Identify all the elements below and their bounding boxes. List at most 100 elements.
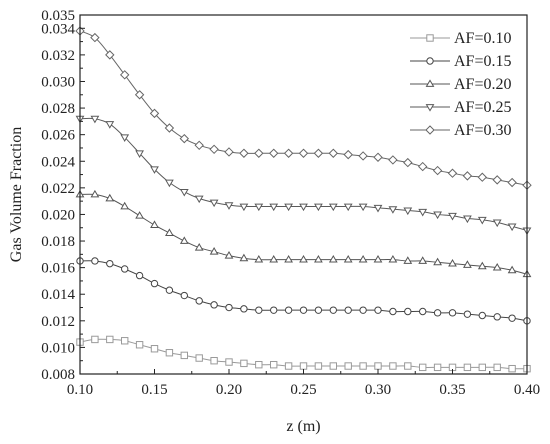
data-point xyxy=(328,148,339,158)
y-tick-label: 0.008 xyxy=(41,367,75,383)
legend-marker xyxy=(425,79,435,87)
data-point xyxy=(224,147,234,157)
data-point xyxy=(209,246,219,255)
data-point xyxy=(254,148,264,158)
data-point xyxy=(463,260,472,268)
data-point xyxy=(150,345,159,353)
data-point xyxy=(358,254,368,263)
data-point xyxy=(179,133,190,144)
data-point xyxy=(179,236,189,244)
data-point xyxy=(419,307,427,316)
data-point xyxy=(165,349,174,357)
data-point xyxy=(284,362,293,370)
data-point xyxy=(492,262,502,271)
data-point xyxy=(105,50,115,60)
data-point xyxy=(224,202,234,210)
y-tick-label: 0.032 xyxy=(41,48,75,64)
data-point xyxy=(135,271,144,280)
data-point xyxy=(507,177,517,188)
data-point xyxy=(284,203,293,212)
data-point xyxy=(119,70,130,80)
data-point xyxy=(121,337,129,345)
data-point xyxy=(477,172,488,182)
y-tick-label: 0.014 xyxy=(41,287,75,303)
data-point xyxy=(240,305,248,313)
legend-marker xyxy=(426,34,434,42)
legend-label: AF=0.25 xyxy=(454,99,511,116)
data-point xyxy=(195,297,203,305)
data-point xyxy=(388,206,398,214)
data-point xyxy=(493,313,501,321)
data-point xyxy=(268,148,279,158)
y-tick-label: 0.010 xyxy=(41,340,75,356)
data-point xyxy=(492,219,502,228)
y-tick-label: 0.024 xyxy=(41,154,75,170)
data-point xyxy=(433,257,442,266)
x-tick-label: 0.35 xyxy=(439,382,465,398)
data-point xyxy=(493,363,501,372)
data-point xyxy=(90,189,100,198)
data-point xyxy=(180,351,189,360)
data-point xyxy=(404,362,412,370)
data-point xyxy=(343,203,353,212)
data-point xyxy=(329,306,337,314)
y-tick-label: 0.028 xyxy=(41,101,75,117)
data-point xyxy=(374,362,382,370)
data-point xyxy=(433,211,442,220)
data-point xyxy=(269,254,279,263)
x-tick-label: 0.15 xyxy=(141,382,167,398)
data-point xyxy=(255,360,263,369)
data-point xyxy=(403,157,413,168)
data-point xyxy=(419,363,427,372)
x-tick-label: 0.30 xyxy=(365,382,391,398)
data-point xyxy=(403,256,413,264)
data-point xyxy=(448,212,457,221)
series-af-0-25 xyxy=(75,115,532,236)
data-point xyxy=(150,220,159,228)
data-point xyxy=(239,148,249,158)
data-point xyxy=(447,168,458,178)
data-point xyxy=(314,362,323,370)
data-point xyxy=(255,306,263,314)
data-point xyxy=(507,265,517,274)
data-point xyxy=(478,311,486,320)
data-point xyxy=(492,175,502,185)
data-point xyxy=(270,306,278,314)
legend-label: AF=0.20 xyxy=(454,76,511,93)
data-point xyxy=(328,254,338,263)
data-point xyxy=(134,90,145,100)
data-point xyxy=(180,291,189,300)
data-point xyxy=(403,207,413,216)
data-point xyxy=(417,161,428,172)
legend-entry: AF=0.30 xyxy=(410,122,511,139)
data-point xyxy=(105,121,115,129)
data-point xyxy=(150,279,159,288)
data-point xyxy=(313,148,324,158)
data-point xyxy=(404,307,412,316)
data-point xyxy=(210,301,218,309)
data-point xyxy=(373,152,383,162)
data-point xyxy=(284,254,293,263)
y-tick-label: 0.016 xyxy=(41,261,75,277)
data-point xyxy=(165,286,174,294)
data-point xyxy=(135,341,144,349)
data-point xyxy=(299,254,308,263)
data-point xyxy=(225,303,233,312)
data-point xyxy=(284,306,293,314)
data-point xyxy=(240,359,248,368)
y-tick-label: 0.026 xyxy=(41,128,75,144)
data-point xyxy=(462,171,473,181)
data-point xyxy=(299,306,308,314)
data-point xyxy=(225,358,233,366)
data-point xyxy=(358,203,368,212)
data-point xyxy=(477,261,487,270)
data-point xyxy=(358,151,368,161)
data-point xyxy=(448,309,457,317)
axes-layer: 0.10 0.15 0.20 0.25 0.30 0.35 0.40 0.008 0.010 0.… xyxy=(41,8,540,398)
data-point xyxy=(224,250,234,259)
data-point xyxy=(344,306,352,314)
legend-entry: AF=0.15 xyxy=(410,53,511,70)
data-point xyxy=(150,166,159,174)
data-point xyxy=(463,215,472,224)
